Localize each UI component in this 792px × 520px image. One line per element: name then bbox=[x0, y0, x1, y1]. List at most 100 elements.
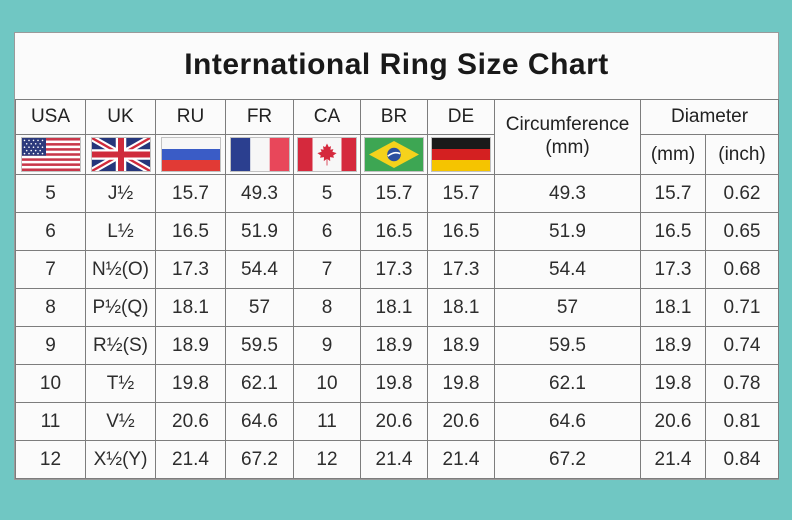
cell-ru: 21.4 bbox=[155, 440, 226, 479]
cell-diameter-inch: 0.71 bbox=[704, 288, 780, 327]
cell-diameter-inch: 0.62 bbox=[704, 174, 780, 213]
cell-diameter-mm: 18.9 bbox=[640, 326, 706, 365]
cell-ca: 7 bbox=[293, 250, 361, 289]
cell-fr: 67.2 bbox=[225, 440, 294, 479]
table-row: 10 T½ 19.8 62.1 10 19.8 19.8 62.1 19.8 0.78 bbox=[15, 364, 780, 403]
cell-usa: 9 bbox=[15, 326, 86, 365]
cell-ca: 5 bbox=[293, 174, 361, 213]
cell-br: 18.9 bbox=[360, 326, 428, 365]
cell-usa: 11 bbox=[15, 402, 86, 441]
usa-flag-icon bbox=[21, 138, 80, 171]
table-row: 11 V½ 20.6 64.6 11 20.6 20.6 64.6 20.6 0.81 bbox=[15, 402, 780, 441]
flag-cell-de bbox=[427, 134, 495, 175]
cell-ca: 9 bbox=[293, 326, 361, 365]
cell-diameter-mm: 20.6 bbox=[640, 402, 706, 441]
cell-circumference-mm: 57 bbox=[494, 288, 641, 327]
cell-diameter-inch: 0.74 bbox=[704, 326, 780, 365]
cell-ca: 8 bbox=[293, 288, 361, 327]
cell-uk: R½(S) bbox=[85, 326, 156, 365]
cell-br: 16.5 bbox=[360, 212, 428, 251]
cell-ca: 12 bbox=[293, 440, 361, 479]
flag-cell-ca bbox=[293, 134, 361, 175]
cell-usa: 6 bbox=[15, 212, 86, 251]
cell-circumference-mm: 67.2 bbox=[494, 440, 641, 479]
cell-diameter-mm: 15.7 bbox=[640, 174, 706, 213]
cell-circumference-mm: 54.4 bbox=[494, 250, 641, 289]
cell-ru: 17.3 bbox=[155, 250, 226, 289]
cell-uk: L½ bbox=[85, 212, 156, 251]
cell-uk: V½ bbox=[85, 402, 156, 441]
column-header-uk: UK bbox=[85, 99, 156, 135]
cell-circumference-mm: 51.9 bbox=[494, 212, 641, 251]
table-row: 8 P½(Q) 18.1 57 8 18.1 18.1 57 18.1 0.71 bbox=[15, 288, 780, 327]
cell-fr: 57 bbox=[225, 288, 294, 327]
cell-de: 21.4 bbox=[427, 440, 495, 479]
cell-ru: 18.1 bbox=[155, 288, 226, 327]
column-header-usa: USA bbox=[15, 99, 86, 135]
flag-cell-fr bbox=[225, 134, 294, 175]
cell-fr: 59.5 bbox=[225, 326, 294, 365]
cell-fr: 51.9 bbox=[225, 212, 294, 251]
column-header-diameter: Diameter bbox=[639, 99, 780, 135]
cell-fr: 62.1 bbox=[225, 364, 294, 403]
cell-diameter-mm: 19.8 bbox=[640, 364, 706, 403]
cell-diameter-inch: 0.81 bbox=[704, 402, 780, 441]
cell-diameter-mm: 16.5 bbox=[640, 212, 706, 251]
table-row: 7 N½(O) 17.3 54.4 7 17.3 17.3 54.4 17.3 0.68 bbox=[15, 250, 780, 289]
cell-br: 20.6 bbox=[360, 402, 428, 441]
column-header-br: BR bbox=[360, 99, 428, 135]
flag-cell-br bbox=[360, 134, 428, 175]
cell-fr: 64.6 bbox=[225, 402, 294, 441]
ring-size-table: USA UK RU FR CA BR DE Circumference (mm)… bbox=[15, 99, 780, 479]
cell-diameter-inch: 0.84 bbox=[704, 440, 780, 479]
circumference-label: Circumference bbox=[505, 114, 630, 136]
cell-de: 18.1 bbox=[427, 288, 495, 327]
cell-de: 16.5 bbox=[427, 212, 495, 251]
column-header-circumference: Circumference (mm) bbox=[494, 99, 641, 175]
column-header-fr: FR bbox=[225, 99, 294, 135]
flag-cell-usa bbox=[15, 134, 86, 175]
cell-diameter-inch: 0.68 bbox=[704, 250, 780, 289]
cell-br: 18.1 bbox=[360, 288, 428, 327]
chart-title: International Ring Size Chart bbox=[184, 48, 609, 81]
russia-flag-icon bbox=[161, 138, 220, 171]
cell-usa: 8 bbox=[15, 288, 86, 327]
header-label-row: USA UK RU FR CA BR DE Circumference (mm)… bbox=[15, 99, 780, 175]
uk-flag-icon bbox=[91, 138, 150, 171]
table-row: 6 L½ 16.5 51.9 6 16.5 16.5 51.9 16.5 0.65 bbox=[15, 212, 780, 251]
cell-de: 18.9 bbox=[427, 326, 495, 365]
cell-ru: 18.9 bbox=[155, 326, 226, 365]
table-row: 12 X½(Y) 21.4 67.2 12 21.4 21.4 67.2 21.4 0.84 bbox=[15, 440, 780, 479]
cell-diameter-mm: 21.4 bbox=[640, 440, 706, 479]
france-flag-icon bbox=[230, 138, 289, 171]
cell-br: 17.3 bbox=[360, 250, 428, 289]
cell-uk: J½ bbox=[85, 174, 156, 213]
cell-usa: 10 bbox=[15, 364, 86, 403]
cell-circumference-mm: 64.6 bbox=[494, 402, 641, 441]
diameter-mm-header: (mm) bbox=[640, 134, 706, 175]
cell-br: 15.7 bbox=[360, 174, 428, 213]
cell-br: 21.4 bbox=[360, 440, 428, 479]
diameter-inch-header: (inch) bbox=[704, 134, 780, 175]
cell-ru: 20.6 bbox=[155, 402, 226, 441]
cell-diameter-mm: 17.3 bbox=[640, 250, 706, 289]
header-flag-row: (mm) (inch) bbox=[15, 134, 780, 175]
cell-ru: 15.7 bbox=[155, 174, 226, 213]
germany-flag-icon bbox=[432, 138, 490, 171]
cell-ru: 16.5 bbox=[155, 212, 226, 251]
cell-uk: P½(Q) bbox=[85, 288, 156, 327]
cell-usa: 5 bbox=[15, 174, 86, 213]
cell-usa: 12 bbox=[15, 440, 86, 479]
table-row: 9 R½(S) 18.9 59.5 9 18.9 18.9 59.5 18.9 0.74 bbox=[15, 326, 780, 365]
cell-fr: 49.3 bbox=[225, 174, 294, 213]
cell-br: 19.8 bbox=[360, 364, 428, 403]
column-header-ru: RU bbox=[155, 99, 226, 135]
cell-diameter-inch: 0.78 bbox=[704, 364, 780, 403]
cell-diameter-inch: 0.65 bbox=[704, 212, 780, 251]
cell-ca: 11 bbox=[293, 402, 361, 441]
canada-flag-icon bbox=[298, 138, 356, 171]
cell-usa: 7 bbox=[15, 250, 86, 289]
ring-size-chart: International Ring Size Chart USA UK RU … bbox=[15, 33, 780, 479]
cell-de: 19.8 bbox=[427, 364, 495, 403]
